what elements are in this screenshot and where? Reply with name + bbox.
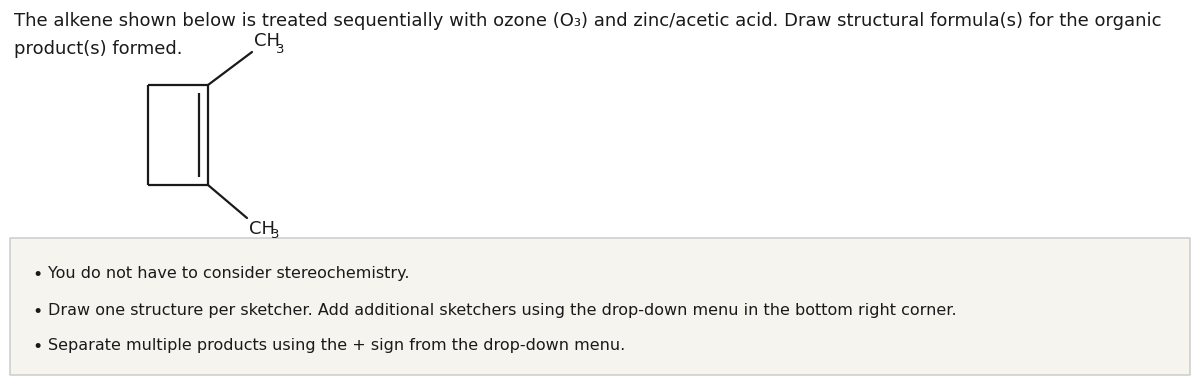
Text: product(s) formed.: product(s) formed. bbox=[14, 40, 182, 58]
Text: You do not have to consider stereochemistry.: You do not have to consider stereochemis… bbox=[48, 266, 409, 281]
FancyBboxPatch shape bbox=[10, 238, 1190, 375]
Text: 3: 3 bbox=[276, 43, 284, 56]
Text: 3: 3 bbox=[271, 228, 280, 241]
Text: •: • bbox=[32, 303, 42, 321]
Text: Draw one structure per sketcher. Add additional sketchers using the drop-down me: Draw one structure per sketcher. Add add… bbox=[48, 303, 956, 318]
Text: CH: CH bbox=[250, 220, 275, 238]
Text: •: • bbox=[32, 338, 42, 356]
Text: •: • bbox=[32, 266, 42, 284]
Text: The alkene shown below is treated sequentially with ozone (O₃) and zinc/acetic a: The alkene shown below is treated sequen… bbox=[14, 12, 1162, 30]
Text: Separate multiple products using the + sign from the drop-down menu.: Separate multiple products using the + s… bbox=[48, 338, 625, 353]
Text: CH: CH bbox=[254, 32, 280, 50]
